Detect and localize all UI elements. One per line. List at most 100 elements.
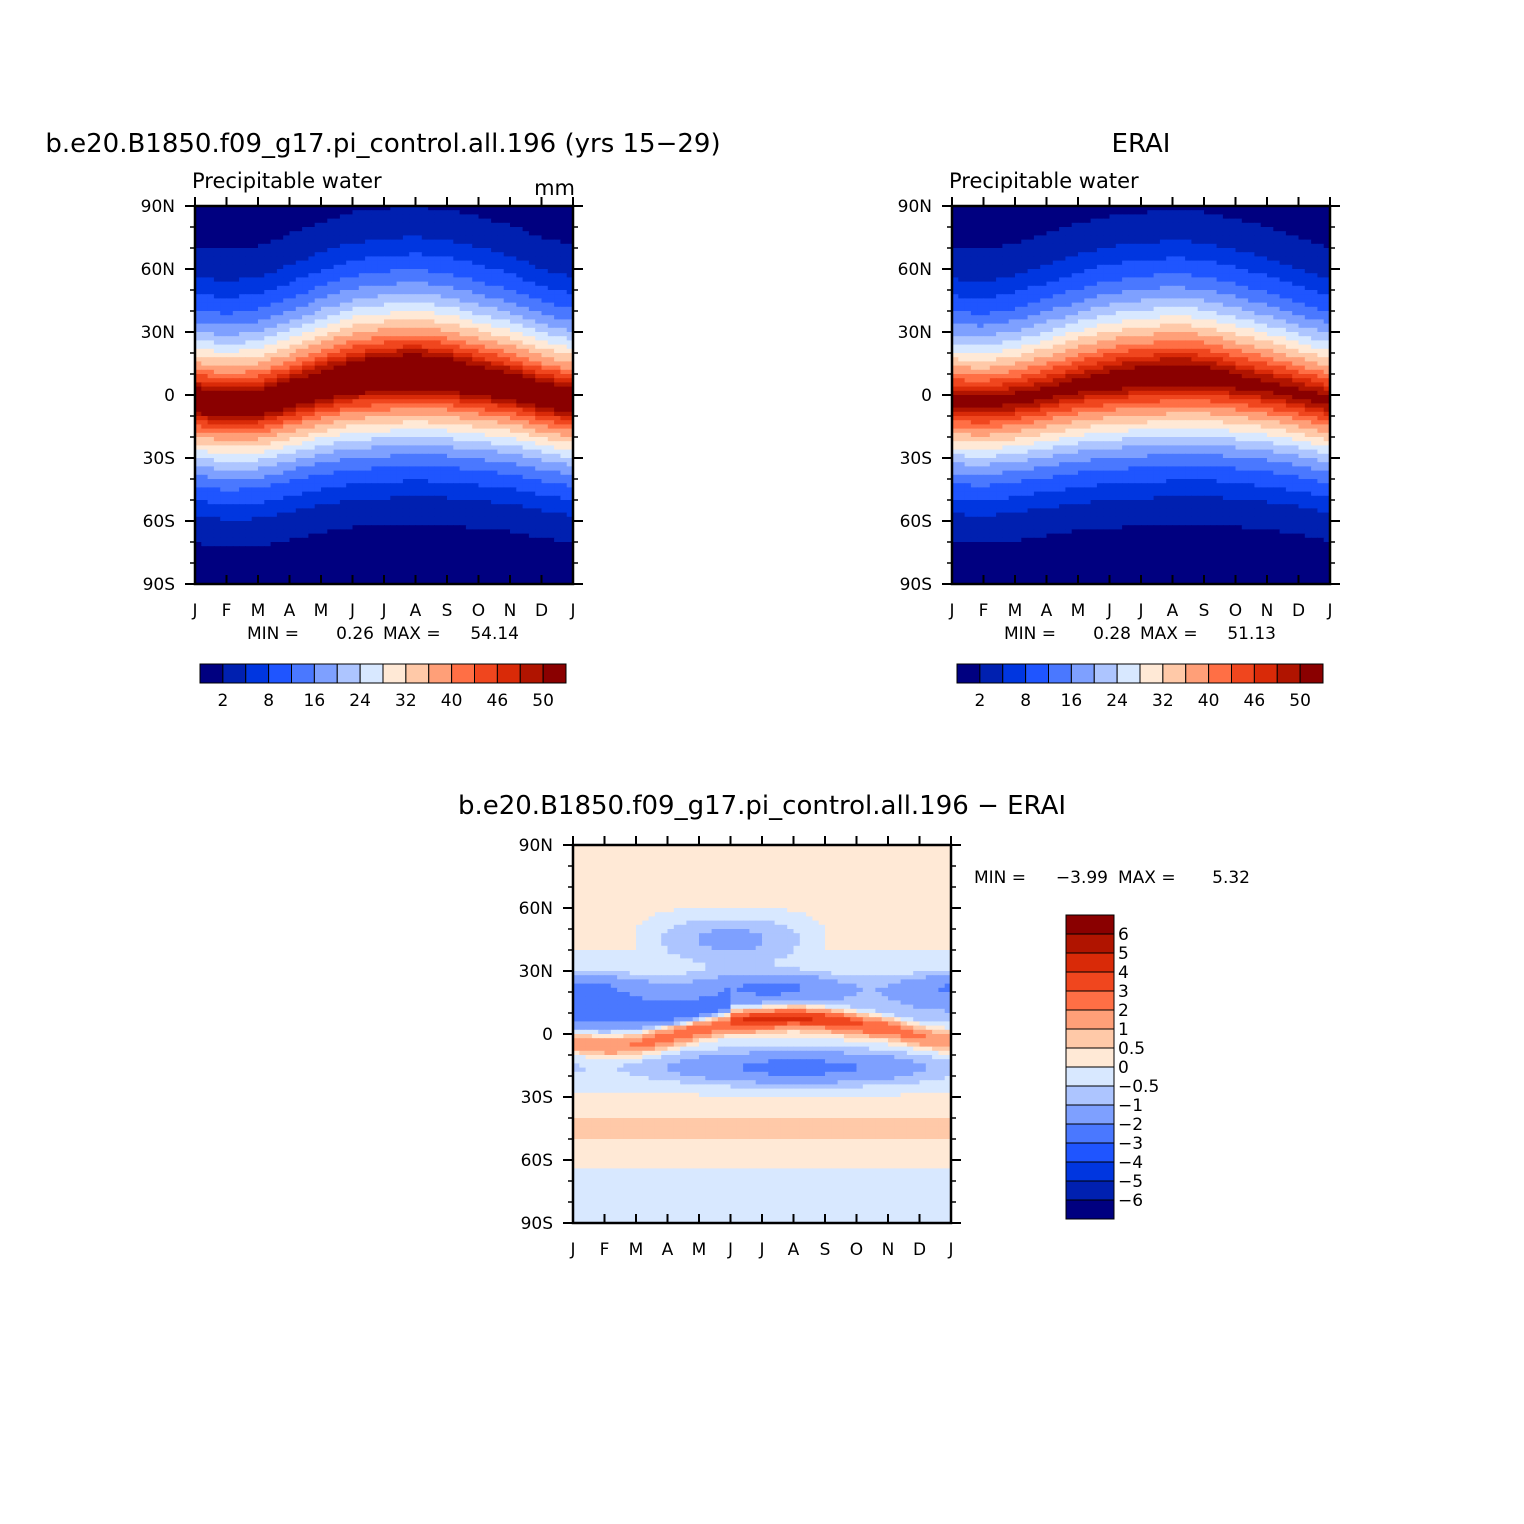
- field-cell: [339, 445, 347, 451]
- field-cell: [289, 411, 297, 417]
- field-cell: [396, 504, 404, 509]
- field-cell: [472, 537, 480, 543]
- field-cell: [207, 462, 215, 467]
- field-cell: [264, 546, 272, 551]
- field-cell: [289, 462, 297, 467]
- field-cell: [566, 235, 573, 241]
- field-cell: [447, 407, 454, 413]
- field-cell: [251, 227, 259, 232]
- field-cell: [396, 227, 404, 232]
- field-cell: [213, 424, 221, 430]
- field-cell: [484, 323, 492, 329]
- field-cell: [447, 516, 454, 522]
- field-cell: [510, 466, 517, 472]
- field-cell: [497, 395, 505, 400]
- field-cell: [459, 332, 467, 337]
- field-cell: [384, 214, 391, 220]
- field-cell: [276, 252, 284, 257]
- field-cell: [333, 340, 341, 346]
- field-cell: [554, 424, 561, 430]
- field-cell: [472, 445, 480, 451]
- field-cell: [289, 243, 297, 249]
- field-cell: [327, 336, 335, 341]
- field-cell: [232, 336, 240, 341]
- field-cell: [440, 298, 448, 304]
- field-cell: [447, 462, 454, 467]
- field-cell: [535, 269, 543, 274]
- field-cell: [384, 311, 391, 316]
- field-cell: [491, 248, 498, 253]
- field-cell: [566, 483, 573, 488]
- field-cell: [195, 458, 202, 463]
- field-cell: [497, 466, 505, 472]
- field-cell: [421, 542, 429, 547]
- field-cell: [497, 302, 505, 308]
- field-cell: [371, 441, 379, 446]
- field-cell: [516, 210, 524, 215]
- field-cell: [484, 256, 492, 262]
- field-cell: [434, 437, 442, 442]
- field-cell: [352, 227, 360, 232]
- field-cell: [295, 390, 303, 396]
- field-cell: [402, 323, 410, 329]
- field-cell: [333, 537, 341, 543]
- field-cell: [484, 516, 492, 522]
- field-cell: [321, 235, 328, 241]
- field-cell: [541, 378, 549, 383]
- field-cell: [453, 239, 461, 245]
- field-cell: [465, 336, 473, 341]
- field-cell: [484, 470, 492, 476]
- field-cell: [510, 533, 517, 539]
- field-cell: [371, 508, 379, 514]
- field-cell: [276, 537, 284, 543]
- field-cell: [258, 378, 265, 383]
- field-cell: [440, 210, 448, 215]
- field-cell: [384, 399, 391, 404]
- field-cell: [339, 382, 347, 388]
- field-cell: [371, 516, 379, 522]
- field-cell: [220, 441, 228, 446]
- field-cell: [421, 386, 429, 392]
- field-cell: [547, 357, 555, 362]
- field-cell: [295, 525, 303, 530]
- field-cell: [472, 269, 480, 274]
- field-cell: [358, 495, 366, 501]
- field-cell: [333, 222, 341, 228]
- field-cell: [239, 386, 246, 392]
- field-cell: [289, 319, 297, 325]
- field-cell: [510, 458, 517, 463]
- field-cell: [484, 378, 492, 383]
- field-cell: [541, 273, 549, 278]
- field-cell: [554, 227, 561, 232]
- field-cell: [547, 298, 555, 304]
- field-cell: [434, 264, 442, 270]
- field-cell: [201, 285, 209, 291]
- field-cell: [358, 529, 366, 535]
- field-cell: [346, 361, 354, 367]
- field-cell: [207, 483, 215, 488]
- field-cell: [232, 403, 240, 409]
- field-cell: [270, 357, 278, 362]
- field-cell: [283, 311, 291, 316]
- field-cell: [547, 264, 555, 270]
- field-cell: [264, 420, 272, 425]
- field-cell: [239, 302, 246, 308]
- field-cell: [295, 537, 303, 543]
- field-cell: [283, 294, 291, 299]
- field-cell: [522, 466, 530, 472]
- field-cell: [283, 407, 291, 413]
- field-cell: [207, 210, 215, 215]
- field-cell: [491, 500, 498, 505]
- field-cell: [213, 399, 221, 404]
- field-cell: [339, 470, 347, 476]
- field-cell: [516, 542, 524, 547]
- field-cell: [447, 399, 454, 404]
- field-cell: [308, 479, 316, 484]
- field-cell: [434, 479, 442, 484]
- field-cell: [346, 218, 354, 224]
- field-cell: [264, 311, 272, 316]
- field-cell: [503, 332, 511, 337]
- field-cell: [440, 290, 448, 295]
- field-cell: [365, 269, 372, 274]
- field-cell: [478, 437, 486, 442]
